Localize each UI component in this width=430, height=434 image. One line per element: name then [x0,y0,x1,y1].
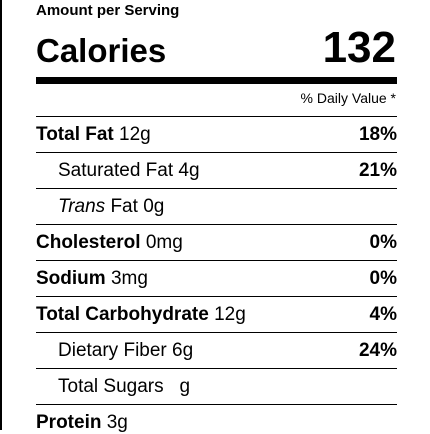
nutrient-name: Total Fat [36,124,114,145]
nutrient-label: Total Sugars g [58,376,190,398]
nutrient-amount: 0g [143,196,165,217]
nutrient-row-sodium: Sodium 3mg 0% [36,260,397,296]
nutrient-row-dietary-fiber: Dietary Fiber 6g 24% [36,332,397,368]
nutrient-label: Cholesterol 0mg [36,232,183,254]
nutrient-daily-value: 0% [369,232,397,253]
nutrient-daily-value: 21% [358,160,397,181]
nutrient-row-saturated-fat: Saturated Fat 4g 21% [36,152,397,188]
nutrient-daily-value: 0% [369,268,397,289]
nutrient-amount: 12g [214,304,246,325]
nutrient-name-italic: Trans [58,196,106,217]
nutrient-name: Sodium [36,268,106,289]
nutrient-amount: 4g [178,160,200,181]
label-border [0,0,2,430]
nutrient-name: Cholesterol [36,232,141,253]
nutrient-amount: 3g [106,412,128,433]
nutrient-row-cholesterol: Cholesterol 0mg 0% [36,224,397,260]
nutrient-daily-value: 24% [358,340,397,361]
nutrient-label: Trans Fat 0g [58,196,164,218]
calories-label: Calories [36,32,167,69]
nutrient-amount: 0mg [145,232,183,253]
nutrient-amount: 3mg [110,268,148,289]
nutrient-name: Saturated Fat [58,160,174,181]
nutrient-daily-value: 4% [369,304,397,325]
nutrient-row-protein: Protein 3g [36,404,397,433]
nutrient-label: Sodium 3mg [36,268,148,290]
nutrient-row-trans-fat: Trans Fat 0g [36,188,397,224]
nutrient-label: Saturated Fat 4g [58,160,200,182]
nutrient-amount: 6g [172,340,194,361]
nutrient-label: Protein 3g [36,412,128,434]
nutrient-row-total-carbohydrate: Total Carbohydrate 12g 4% [36,296,397,332]
nutrient-label: Dietary Fiber 6g [58,340,193,362]
daily-value-header: % Daily Value * [300,90,396,106]
nutrient-row-total-sugars: Total Sugars g [36,368,397,404]
nutrient-name: Total Carbohydrate [36,304,209,325]
nutrient-amount: 12g [119,124,151,145]
thick-divider [36,77,397,84]
nutrient-amount: g [179,376,191,397]
nutrient-row-total-fat: Total Fat 12g 18% [36,116,397,152]
amount-per-serving: Amount per Serving [36,2,180,19]
nutrient-name: Dietary Fiber [58,340,167,361]
nutrient-label: Total Fat 12g [36,124,151,146]
nutrient-name: Protein [36,412,102,433]
nutrient-name: Total Sugars [58,376,164,397]
nutrient-label: Total Carbohydrate 12g [36,304,246,326]
nutrient-daily-value: 18% [358,124,397,145]
calories-value: 132 [322,23,396,72]
nutrient-name: Fat [110,196,138,217]
